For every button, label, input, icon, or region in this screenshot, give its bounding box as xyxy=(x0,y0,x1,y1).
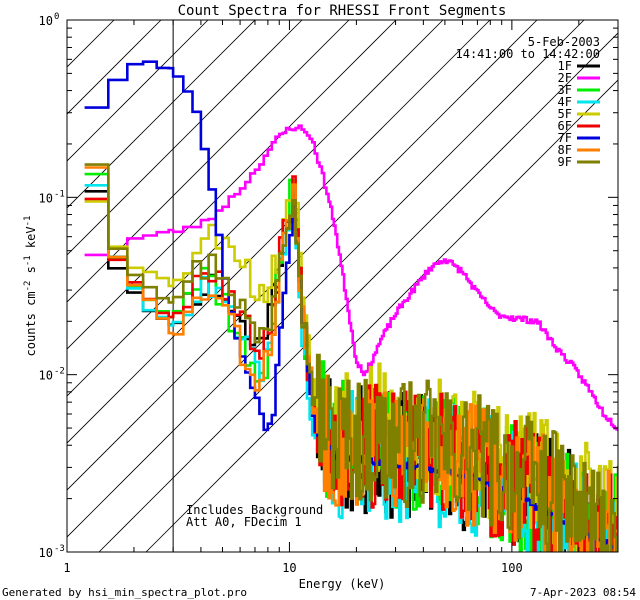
chart-title: Count Spectra for RHESSI Front Segments xyxy=(178,3,507,19)
legend-label-7F: 7F xyxy=(558,131,572,145)
legend-label-5F: 5F xyxy=(558,107,572,121)
y-axis-label: counts cm-2 s-1 keV-1 xyxy=(23,216,38,357)
legend-label-6F: 6F xyxy=(558,119,572,133)
x-axis-label: Energy (keV) xyxy=(299,577,386,591)
series-2F-line xyxy=(84,124,618,432)
legend-label-2F: 2F xyxy=(558,71,572,85)
x-tick-label: 1 xyxy=(63,561,70,575)
legend-label-4F: 4F xyxy=(558,95,572,109)
plot-timestamp: 7-Apr-2023 08:54 xyxy=(530,586,636,599)
y-tick-exponent: -3 xyxy=(54,544,65,554)
y-tick-exponent: 0 xyxy=(54,12,59,22)
series-9F-line xyxy=(84,163,618,552)
y-tick-label: 10 xyxy=(39,191,53,205)
legend-label-9F: 9F xyxy=(558,155,572,169)
time-range-label: 14:41:00 to 14:42:00 xyxy=(456,47,601,61)
series-4F-line xyxy=(84,184,618,552)
legend-label-1F: 1F xyxy=(558,59,572,73)
y-tick-exponent: -2 xyxy=(54,367,65,377)
plot-frame xyxy=(66,19,619,553)
x-tick-label: 10 xyxy=(282,561,296,575)
y-tick-exponent: -1 xyxy=(54,189,65,199)
series-layer xyxy=(84,60,618,552)
legend-label-3F: 3F xyxy=(558,83,572,97)
legend-label-8F: 8F xyxy=(558,143,572,157)
date-label: 5-Feb-2003 xyxy=(528,35,600,49)
attenuator-note: Att A0, FDecim 1 xyxy=(186,515,302,529)
y-tick-label: 10 xyxy=(39,546,53,560)
generated-by-note: Generated by hsi_min_spectra_plot.pro xyxy=(2,586,247,599)
y-tick-label: 10 xyxy=(39,14,53,28)
y-tick-label: 10 xyxy=(39,369,53,383)
background-note: Includes Background xyxy=(186,503,323,517)
x-tick-label: 100 xyxy=(501,561,523,575)
